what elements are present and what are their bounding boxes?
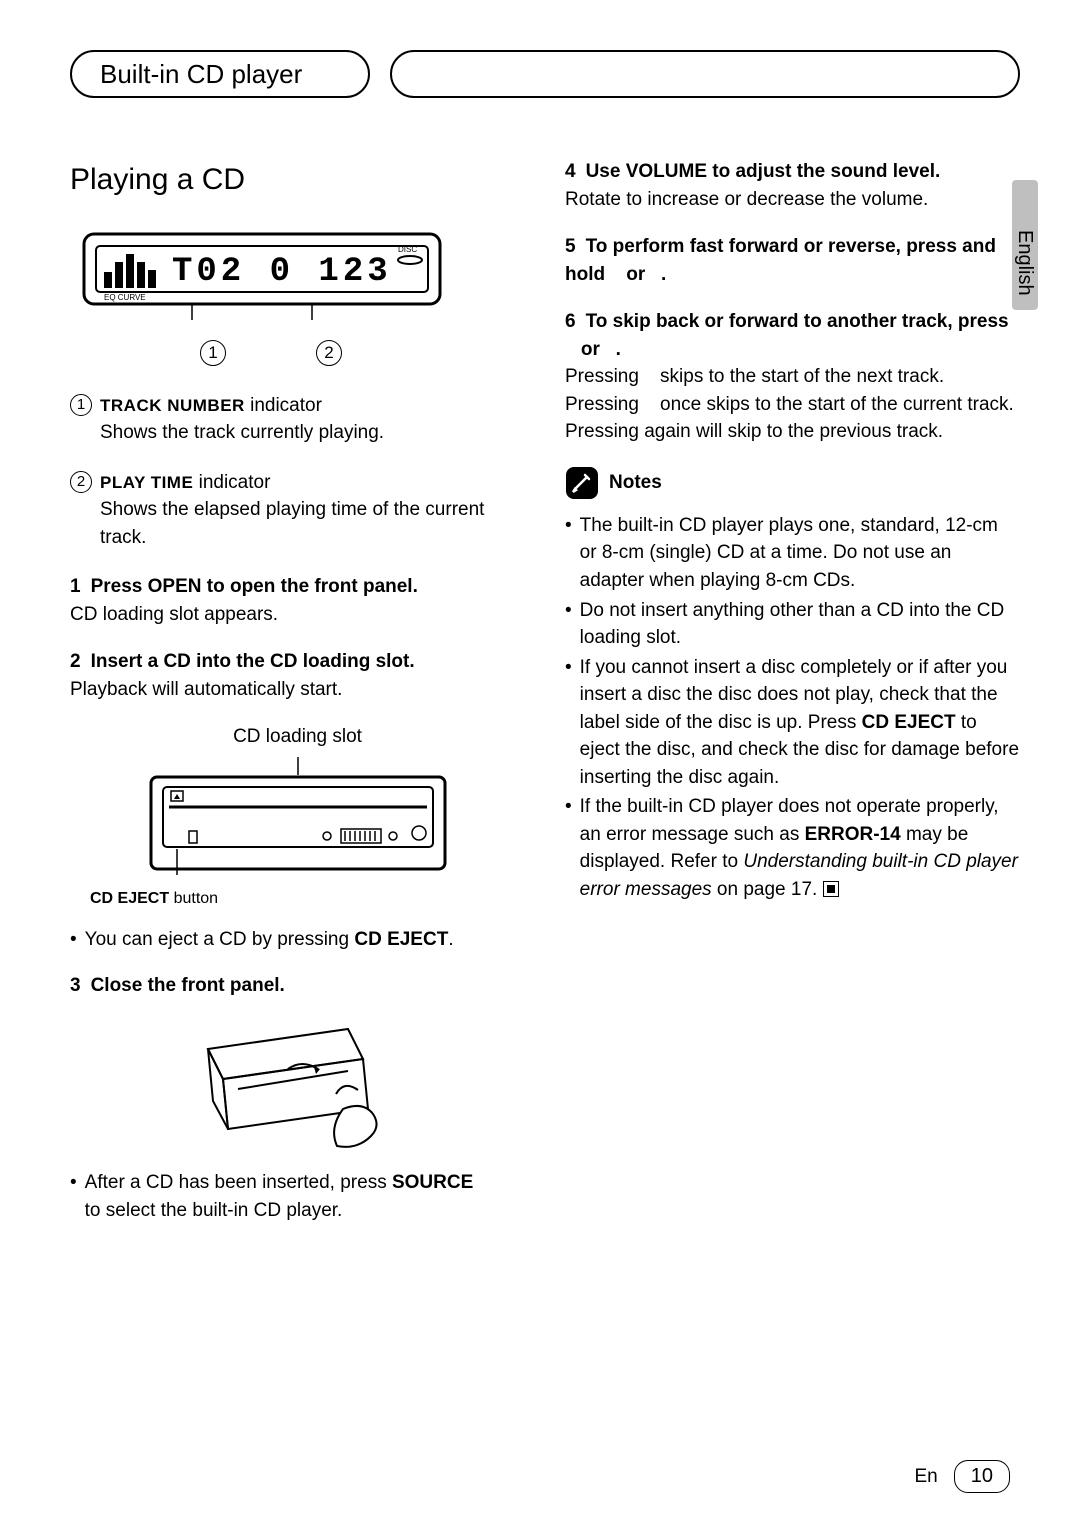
left-column: Playing a CD EQ CURVE T02 0 123 DISC — [70, 158, 525, 1228]
def-after-2: indicator — [193, 472, 270, 493]
step5-num: 5 — [565, 236, 576, 257]
slot-label: CD loading slot — [70, 723, 525, 751]
main-heading: Playing a CD — [70, 158, 525, 202]
def-after-1: indicator — [245, 395, 322, 416]
note-4: • If the built-in CD player does not ope… — [565, 793, 1020, 903]
definition-1: 1 TRACK NUMBER indicator Shows the track… — [70, 392, 525, 447]
eject-sc: CD EJECT — [90, 890, 169, 907]
step5-text: To perform fast forward or reverse, pres… — [565, 236, 996, 285]
page-footer: En 10 — [915, 1460, 1011, 1493]
eject-note-suffix: . — [448, 929, 453, 950]
cd-display-figure: EQ CURVE T02 0 123 DISC — [82, 232, 525, 322]
section-tab-empty — [390, 50, 1020, 98]
callout-1: 1 — [200, 340, 226, 366]
def-num-2: 2 — [70, 471, 92, 493]
step4-sc: VOLUME — [626, 161, 707, 182]
step1-sc: OPEN — [148, 576, 202, 597]
step-1: 1 Press OPEN to open the front panel. CD … — [70, 573, 525, 628]
step1-after: CD loading slot appears. — [70, 604, 278, 625]
note-1-text: The built-in CD player plays one, standa… — [580, 512, 1020, 595]
language-label: English — [1013, 230, 1036, 296]
def-label-2: PLAY TIME — [100, 473, 193, 492]
step6-after: Pressing skips to the start of the next … — [565, 366, 1014, 442]
eject-tail: button — [169, 890, 218, 907]
svg-text:T02 0 123: T02 0 123 — [172, 253, 392, 291]
step4-after: Rotate to increase or decrease the volum… — [565, 189, 928, 210]
step1-num: 1 — [70, 576, 81, 597]
notes-list: •The built-in CD player plays one, stand… — [565, 512, 1020, 904]
source-note-prefix: After a CD has been inserted, press — [85, 1172, 392, 1193]
step1-tail: to open the front panel. — [201, 576, 417, 597]
step6-text: To skip back or forward to another track… — [565, 311, 1009, 360]
note-1: •The built-in CD player plays one, stand… — [565, 512, 1020, 595]
eject-note-btn: CD EJECT — [354, 929, 448, 950]
step2-num: 2 — [70, 651, 81, 672]
note4-c: on page 17. — [712, 879, 823, 900]
callout-2: 2 — [316, 340, 342, 366]
bullet-icon: • — [70, 1169, 77, 1224]
bullet-icon: • — [70, 926, 77, 954]
display-callouts: 1 2 — [200, 340, 525, 366]
step3-bold: Close the front panel. — [91, 975, 285, 996]
step-5: 5To perform fast forward or reverse, pre… — [565, 233, 1020, 288]
step4-num: 4 — [565, 161, 576, 182]
note-2-text: Do not insert anything other than a CD i… — [580, 597, 1020, 652]
step1-pre: Press — [91, 576, 148, 597]
step-3: 3 Close the front panel. — [70, 972, 525, 1000]
note-2: •Do not insert anything other than a CD … — [565, 597, 1020, 652]
footer-lang: En — [915, 1466, 938, 1488]
source-note: • After a CD has been inserted, press SO… — [70, 1169, 525, 1224]
step-4: 4 Use VOLUME to adjust the sound level. R… — [565, 158, 1020, 213]
eject-button-label: CD EJECT button — [90, 887, 525, 910]
close-panel-figure — [188, 1019, 408, 1159]
step-2: 2 Insert a CD into the CD loading slot. P… — [70, 648, 525, 703]
notes-icon — [565, 466, 599, 500]
step2-after: Playback will automatically start. — [70, 679, 342, 700]
eject-note: • You can eject a CD by pressing CD EJEC… — [70, 926, 525, 954]
section-tabs: Built-in CD player — [70, 50, 1020, 98]
step-6: 6To skip back or forward to another trac… — [565, 308, 1020, 446]
def-desc-2: Shows the elapsed playing time of the cu… — [100, 499, 484, 548]
source-btn: SOURCE — [392, 1172, 473, 1193]
note4-sc: ERROR-14 — [805, 824, 901, 845]
step3-num: 3 — [70, 975, 81, 996]
notes-title: Notes — [609, 469, 662, 497]
source-note-suffix: to select the built-in CD player. — [85, 1200, 343, 1221]
step4-tail: to adjust the sound level. — [707, 161, 940, 182]
definition-2: 2 PLAY TIME indicator Shows the elapsed … — [70, 469, 525, 552]
note3-sc: CD EJECT — [862, 712, 956, 733]
step6-num: 6 — [565, 311, 576, 332]
def-num-1: 1 — [70, 394, 92, 416]
right-column: 4 Use VOLUME to adjust the sound level. R… — [565, 158, 1020, 1228]
cd-slot-figure — [143, 757, 453, 877]
eject-note-prefix: You can eject a CD by pressing — [85, 929, 355, 950]
def-label-1: TRACK NUMBER — [100, 396, 245, 415]
step4-pre: Use — [586, 161, 626, 182]
section-tab-title: Built-in CD player — [70, 50, 370, 98]
note-3: • If you cannot insert a disc completely… — [565, 654, 1020, 792]
step2-bold: Insert a CD into the CD loading slot. — [91, 651, 415, 672]
svg-text:DISC: DISC — [398, 245, 417, 254]
notes-header: Notes — [565, 466, 1020, 500]
def-desc-1: Shows the track currently playing. — [100, 422, 384, 443]
eq-curve-label: EQ CURVE — [104, 293, 146, 302]
page-number: 10 — [954, 1460, 1010, 1493]
stop-icon — [823, 881, 839, 897]
